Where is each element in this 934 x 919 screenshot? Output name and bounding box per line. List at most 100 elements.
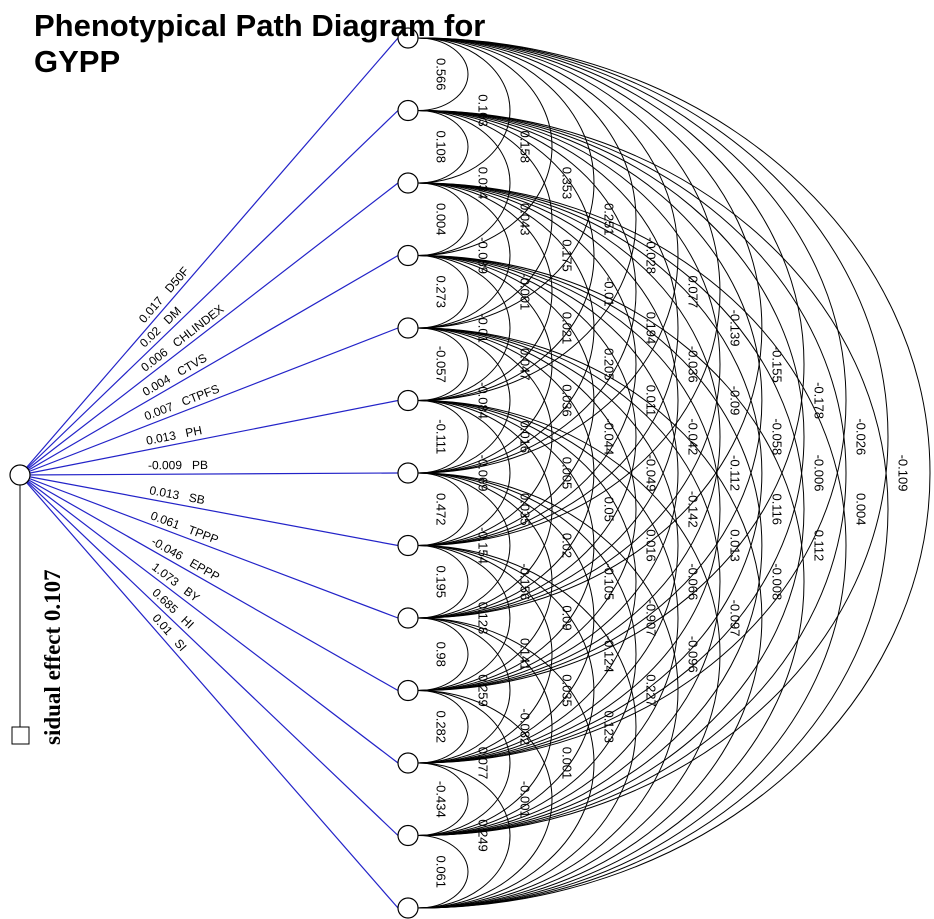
correlation-arc <box>417 182 595 474</box>
correlation-arc <box>417 182 805 836</box>
correlation-arc <box>417 110 847 836</box>
title: Phenotypical Path Diagram for GYPP <box>34 8 486 79</box>
correlation-label: -0.069 <box>476 455 491 492</box>
correlation-label: 0.566 <box>434 58 449 91</box>
correlation-label: -0.042 <box>686 418 701 455</box>
direct-effect: 0.685 <box>149 585 181 616</box>
correlation-label: 0.035 <box>518 493 533 526</box>
residual-label: sidual effect 0.107 <box>40 569 65 745</box>
correlation-arc <box>417 255 721 764</box>
trait-name: TPPP <box>186 523 220 547</box>
trait-node <box>397 244 419 267</box>
trait-name: SB <box>188 490 206 507</box>
trait-name: PH <box>184 423 203 440</box>
correlation-arc <box>417 255 763 836</box>
correlation-arc <box>417 37 721 546</box>
correlation-arc <box>417 182 637 546</box>
correlation-label: -0.044 <box>602 418 617 455</box>
correlation-label: -0.139 <box>728 310 743 347</box>
correlation-arc <box>417 545 595 836</box>
correlation-arc <box>417 37 679 474</box>
trait-node <box>397 99 419 122</box>
correlation-arc <box>417 110 595 401</box>
correlation-arc <box>417 37 637 401</box>
path-line <box>19 474 399 909</box>
correlation-arc <box>417 110 679 546</box>
path-line <box>19 327 399 476</box>
correlation-label: -0.082 <box>518 708 533 745</box>
correlation-arc <box>417 472 511 619</box>
correlation-arc <box>417 400 595 691</box>
correlation-arc <box>417 37 595 329</box>
correlation-label: 0.141 <box>518 638 533 671</box>
correlation-label: 0.158 <box>518 130 533 163</box>
path-line <box>19 399 399 476</box>
correlation-arc <box>417 400 637 764</box>
trait-node <box>397 607 419 629</box>
correlation-label: 0.09 <box>560 605 575 630</box>
direct-effect: -0.009 <box>148 458 182 472</box>
correlation-arc <box>417 37 805 691</box>
correlation-arc <box>417 182 847 909</box>
correlation-label: 0.175 <box>560 239 575 272</box>
correlation-arc <box>417 472 679 909</box>
path-line <box>19 472 399 476</box>
trait-node <box>397 389 419 412</box>
correlation-arc <box>417 37 511 184</box>
correlation-label: -0.111 <box>434 419 449 454</box>
correlation-label: 0.108 <box>434 130 449 163</box>
correlation-label: 0.011 <box>644 385 659 417</box>
correlation-label: 0.004 <box>854 493 869 526</box>
correlation-arc <box>417 182 763 764</box>
correlation-arc <box>417 472 553 691</box>
correlation-arc <box>417 327 679 764</box>
path-line <box>19 474 399 619</box>
correlation-label: -0.036 <box>686 346 701 383</box>
correlation-label: -0.089 <box>476 237 491 274</box>
dependent-node <box>9 464 31 486</box>
correlation-arc <box>417 690 511 836</box>
correlation-arc <box>417 327 553 546</box>
correlation-arc <box>417 110 805 764</box>
correlation-label: -0.09 <box>728 386 743 416</box>
correlation-arc <box>417 182 511 329</box>
correlation-arc <box>417 472 595 764</box>
correlation-label: -0.142 <box>686 491 701 528</box>
correlation-arc <box>417 690 469 764</box>
trait-name: BY <box>181 584 202 605</box>
correlation-label: 0.004 <box>434 203 449 236</box>
correlation-label: 0.013 <box>728 529 743 562</box>
correlation-arc <box>417 545 469 619</box>
direct-effect: 0.013 <box>148 483 180 502</box>
trait-node <box>397 534 419 557</box>
correlation-arc <box>417 110 889 909</box>
correlation-arc <box>417 835 469 909</box>
correlation-arc <box>417 617 511 764</box>
residual-node <box>11 726 30 745</box>
trait-node <box>397 752 419 774</box>
correlation-arc <box>417 37 847 764</box>
path-line <box>19 37 399 476</box>
correlation-label: 0.195 <box>434 565 449 598</box>
correlation-arc <box>417 327 763 909</box>
path-line <box>19 254 399 476</box>
correlation-label: -0.026 <box>854 418 869 455</box>
correlation-label: 0.205 <box>602 348 617 381</box>
correlation-label: 0.001 <box>560 747 575 780</box>
correlation-arc <box>417 110 469 184</box>
correlation-arc <box>417 255 469 329</box>
correlation-arc <box>417 255 511 401</box>
correlation-arc <box>417 255 805 909</box>
path-line <box>19 474 399 764</box>
correlation-arc <box>417 182 553 401</box>
direct-effect: 0.004 <box>140 372 173 399</box>
correlation-label: 0.035 <box>560 674 575 707</box>
correlation-arc <box>417 400 721 909</box>
correlation-arc <box>417 327 595 619</box>
path-line <box>19 474 399 547</box>
trait-name: PB <box>192 458 208 472</box>
path-line <box>19 474 399 836</box>
correlation-label: -0.178 <box>812 382 827 419</box>
correlation-arc <box>417 110 511 256</box>
correlation-arc <box>417 400 679 836</box>
